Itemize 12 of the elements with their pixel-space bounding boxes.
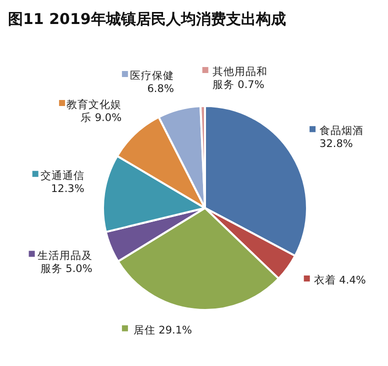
legend-label: 衣着 4.4%	[314, 273, 366, 286]
legend-label: 交通通信	[40, 168, 84, 182]
legend-label: 居住 29.1%	[133, 324, 192, 336]
legend-label: 医疗保健	[130, 69, 174, 82]
legend-label: 教育文化娱乐 9.0%	[66, 98, 122, 124]
data-label: 6.8%	[147, 83, 174, 96]
legend-label: 食品烟酒	[320, 124, 364, 138]
data-label: 32.8%	[320, 138, 353, 150]
legend-label: 其他用品和服务 0.7%	[212, 65, 268, 92]
legend-label: 生活用品及服务 5.0%	[37, 248, 92, 275]
data-label: 12.3%	[50, 182, 84, 195]
chart-title: 图11 2019年城镇居民人均消费支出构成	[8, 10, 286, 28]
